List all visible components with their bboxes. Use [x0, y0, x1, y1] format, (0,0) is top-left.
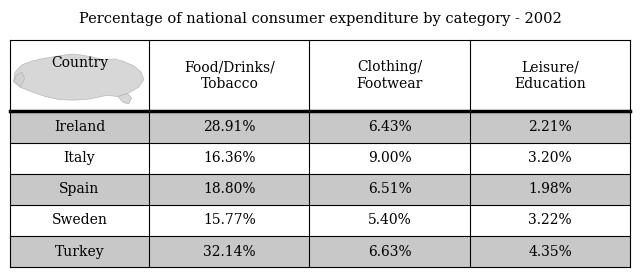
Text: 4.35%: 4.35%: [528, 245, 572, 259]
Text: 5.40%: 5.40%: [367, 213, 412, 227]
Text: 16.36%: 16.36%: [203, 151, 255, 165]
Text: 32.14%: 32.14%: [203, 245, 255, 259]
Text: 6.51%: 6.51%: [367, 182, 412, 196]
Text: Ireland: Ireland: [54, 120, 105, 134]
Text: Food/Drinks/
Tobacco: Food/Drinks/ Tobacco: [184, 61, 275, 91]
Text: 18.80%: 18.80%: [203, 182, 255, 196]
Text: 9.00%: 9.00%: [368, 151, 412, 165]
Text: 3.22%: 3.22%: [528, 213, 572, 227]
Text: Turkey: Turkey: [54, 245, 104, 259]
Text: 6.43%: 6.43%: [367, 120, 412, 134]
Text: 3.20%: 3.20%: [528, 151, 572, 165]
Text: Clothing/
Footwear: Clothing/ Footwear: [356, 61, 422, 91]
FancyBboxPatch shape: [10, 205, 630, 236]
Text: Country: Country: [51, 56, 108, 70]
FancyBboxPatch shape: [10, 40, 630, 111]
Text: Spain: Spain: [60, 182, 100, 196]
Polygon shape: [13, 54, 144, 100]
Text: Percentage of national consumer expenditure by category - 2002: Percentage of national consumer expendit…: [79, 12, 561, 26]
Polygon shape: [118, 93, 132, 104]
Text: Italy: Italy: [63, 151, 95, 165]
Text: Leisure/
Education: Leisure/ Education: [514, 61, 586, 91]
FancyBboxPatch shape: [10, 111, 630, 142]
FancyBboxPatch shape: [10, 142, 630, 174]
Text: 1.98%: 1.98%: [528, 182, 572, 196]
Text: 15.77%: 15.77%: [203, 213, 256, 227]
FancyBboxPatch shape: [10, 236, 630, 267]
Text: 28.91%: 28.91%: [203, 120, 255, 134]
Text: Sweden: Sweden: [51, 213, 108, 227]
FancyBboxPatch shape: [10, 174, 630, 205]
Text: 6.63%: 6.63%: [368, 245, 412, 259]
Text: 2.21%: 2.21%: [528, 120, 572, 134]
Polygon shape: [13, 72, 24, 87]
